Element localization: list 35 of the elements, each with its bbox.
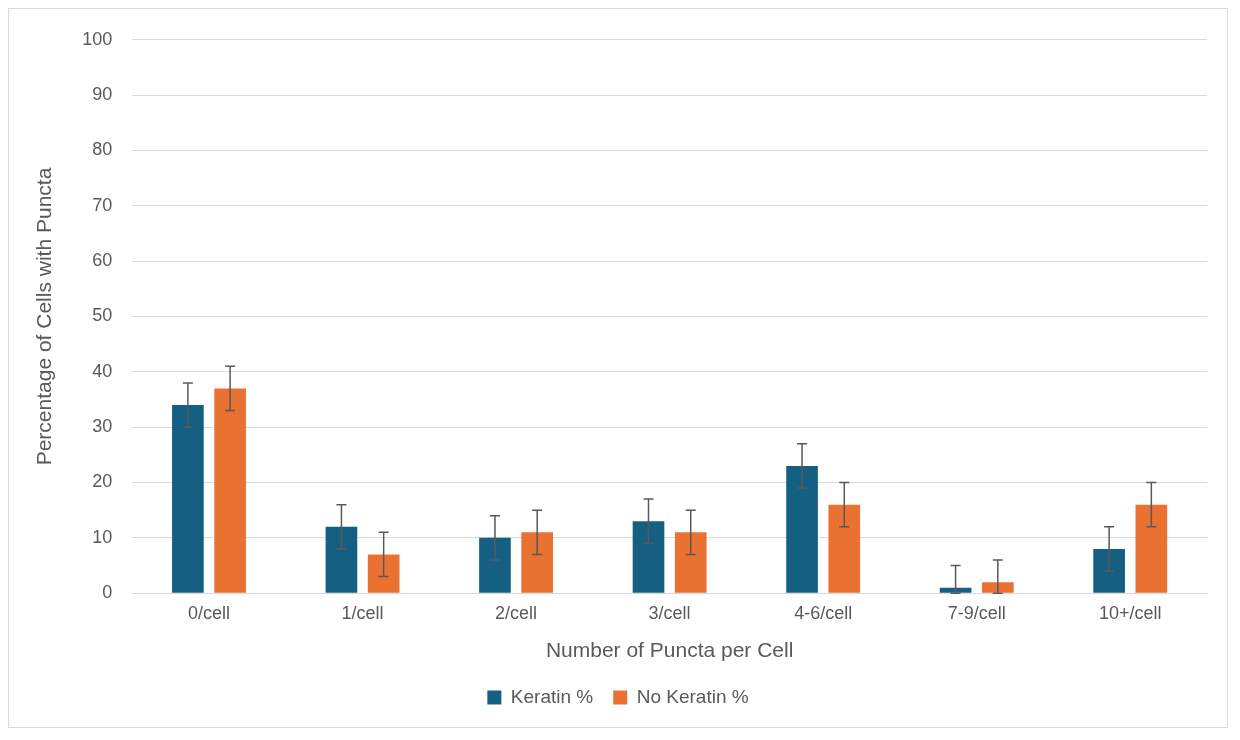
x-tick-label: 7-9/cell [947,602,1006,623]
y-tick-label: 20 [92,471,113,492]
x-axis-title: Number of Puncta per Cell [545,638,794,662]
bar [1135,504,1168,593]
bar [479,537,511,593]
bar [1093,548,1125,593]
y-tick-label: 50 [92,305,113,326]
legend-label: No Keratin % [636,685,749,707]
y-tick-label: 40 [92,360,113,381]
y-tick-label: 100 [82,28,113,49]
bar [325,526,358,593]
legend-label: Keratin % [510,685,594,707]
bar [786,465,818,593]
x-tick-label: 2/cell [495,602,538,623]
x-tick-label: 4-6/cell [794,602,853,623]
y-tick-label: 0 [102,582,113,603]
bar [632,521,665,593]
x-tick-label: 3/cell [648,602,691,623]
y-tick-label: 90 [92,84,113,105]
y-axis-title: Percentage of Cells with Puncta [32,167,56,466]
bar [828,504,861,593]
x-tick-label: 0/cell [187,602,231,623]
y-tick-label: 10 [92,526,113,547]
bar [981,582,1014,593]
x-tick-label: 10+/cell [1098,602,1162,623]
bar [367,554,400,593]
x-tick-label: 1/cell [341,602,384,623]
bar [172,405,204,593]
y-tick-label: 60 [92,250,113,271]
y-tick-label: 30 [92,416,113,437]
y-tick-label: 70 [92,194,113,215]
bar [521,532,554,593]
bar [214,388,246,593]
bar [674,532,707,593]
y-tick-label: 80 [92,139,113,160]
